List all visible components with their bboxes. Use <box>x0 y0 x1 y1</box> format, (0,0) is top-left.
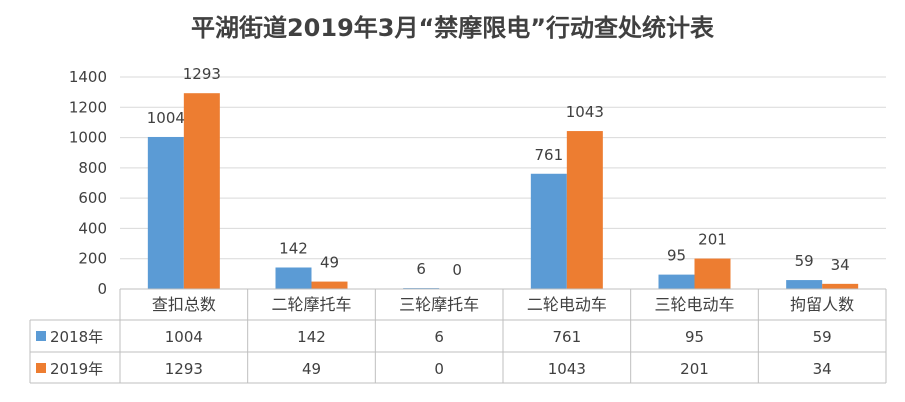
gridlines <box>120 76 886 290</box>
table-cell: 201 <box>680 360 709 378</box>
legend-label: 2018年 <box>50 328 103 346</box>
data-label: 6 <box>416 260 426 278</box>
bar-series2 <box>183 93 220 290</box>
data-label: 1293 <box>183 65 221 83</box>
bar-series1 <box>275 267 312 289</box>
table-cell: 761 <box>553 328 582 346</box>
data-labels: 1004 1293 142 49 6 0 761 1043 95 201 59 34 <box>147 65 850 279</box>
table-cell: 1043 <box>548 360 586 378</box>
table-cell: 95 <box>685 328 704 346</box>
data-label: 201 <box>698 231 727 249</box>
bar-series2 <box>566 131 603 289</box>
data-label: 59 <box>795 252 814 270</box>
table-cell: 59 <box>813 328 832 346</box>
chart-title: 平湖街道2019年3月“禁摩限电”行动查处统计表 <box>190 14 715 42</box>
bar-series1 <box>786 280 823 289</box>
y-tick-label: 1400 <box>69 68 107 86</box>
data-table: 查扣总数 二轮摩托车 三轮摩托车 二轮电动车 三轮电动车 拘留人数 2018年 1004 142… <box>29 288 887 384</box>
x-category-label: 二轮摩托车 <box>271 295 351 314</box>
y-axis: 0 200 400 600 800 1000 1200 1400 <box>69 68 107 298</box>
legend-label: 2019年 <box>50 360 103 378</box>
data-label: 34 <box>831 256 850 274</box>
y-tick-label: 400 <box>78 219 107 237</box>
table-cell: 6 <box>434 328 444 346</box>
legend-swatch <box>36 331 46 341</box>
data-label: 95 <box>667 247 686 265</box>
table-cell: 1004 <box>165 328 203 346</box>
data-label: 1004 <box>147 109 185 127</box>
x-category-label: 二轮电动车 <box>527 295 607 314</box>
data-label: 142 <box>279 239 308 257</box>
data-label: 761 <box>535 146 564 164</box>
y-tick-label: 600 <box>78 189 107 207</box>
x-category-label: 三轮摩托车 <box>399 295 479 314</box>
y-tick-label: 1200 <box>69 98 107 116</box>
bar-series1 <box>658 274 695 289</box>
bar-series1 <box>530 173 567 289</box>
data-label: 49 <box>320 254 339 272</box>
x-category-label: 查扣总数 <box>152 295 216 314</box>
table-cell: 1293 <box>165 360 203 378</box>
bar-series2 <box>311 281 348 289</box>
table-cell: 0 <box>434 360 444 378</box>
x-category-label: 三轮电动车 <box>654 295 734 314</box>
x-category-label: 拘留人数 <box>790 295 854 314</box>
y-tick-label: 0 <box>97 280 107 298</box>
table-cell: 34 <box>813 360 832 378</box>
bar-series2 <box>822 283 859 289</box>
legend-swatch <box>36 363 46 373</box>
y-tick-label: 1000 <box>69 129 107 147</box>
bar-series <box>147 93 859 290</box>
y-tick-label: 200 <box>78 250 107 268</box>
table-cell: 142 <box>297 328 326 346</box>
data-label: 0 <box>452 261 462 279</box>
data-label: 1043 <box>566 103 604 121</box>
y-tick-label: 800 <box>78 159 107 177</box>
bar-series2 <box>694 258 731 289</box>
bar-series1 <box>147 136 184 289</box>
table-cell: 49 <box>302 360 321 378</box>
